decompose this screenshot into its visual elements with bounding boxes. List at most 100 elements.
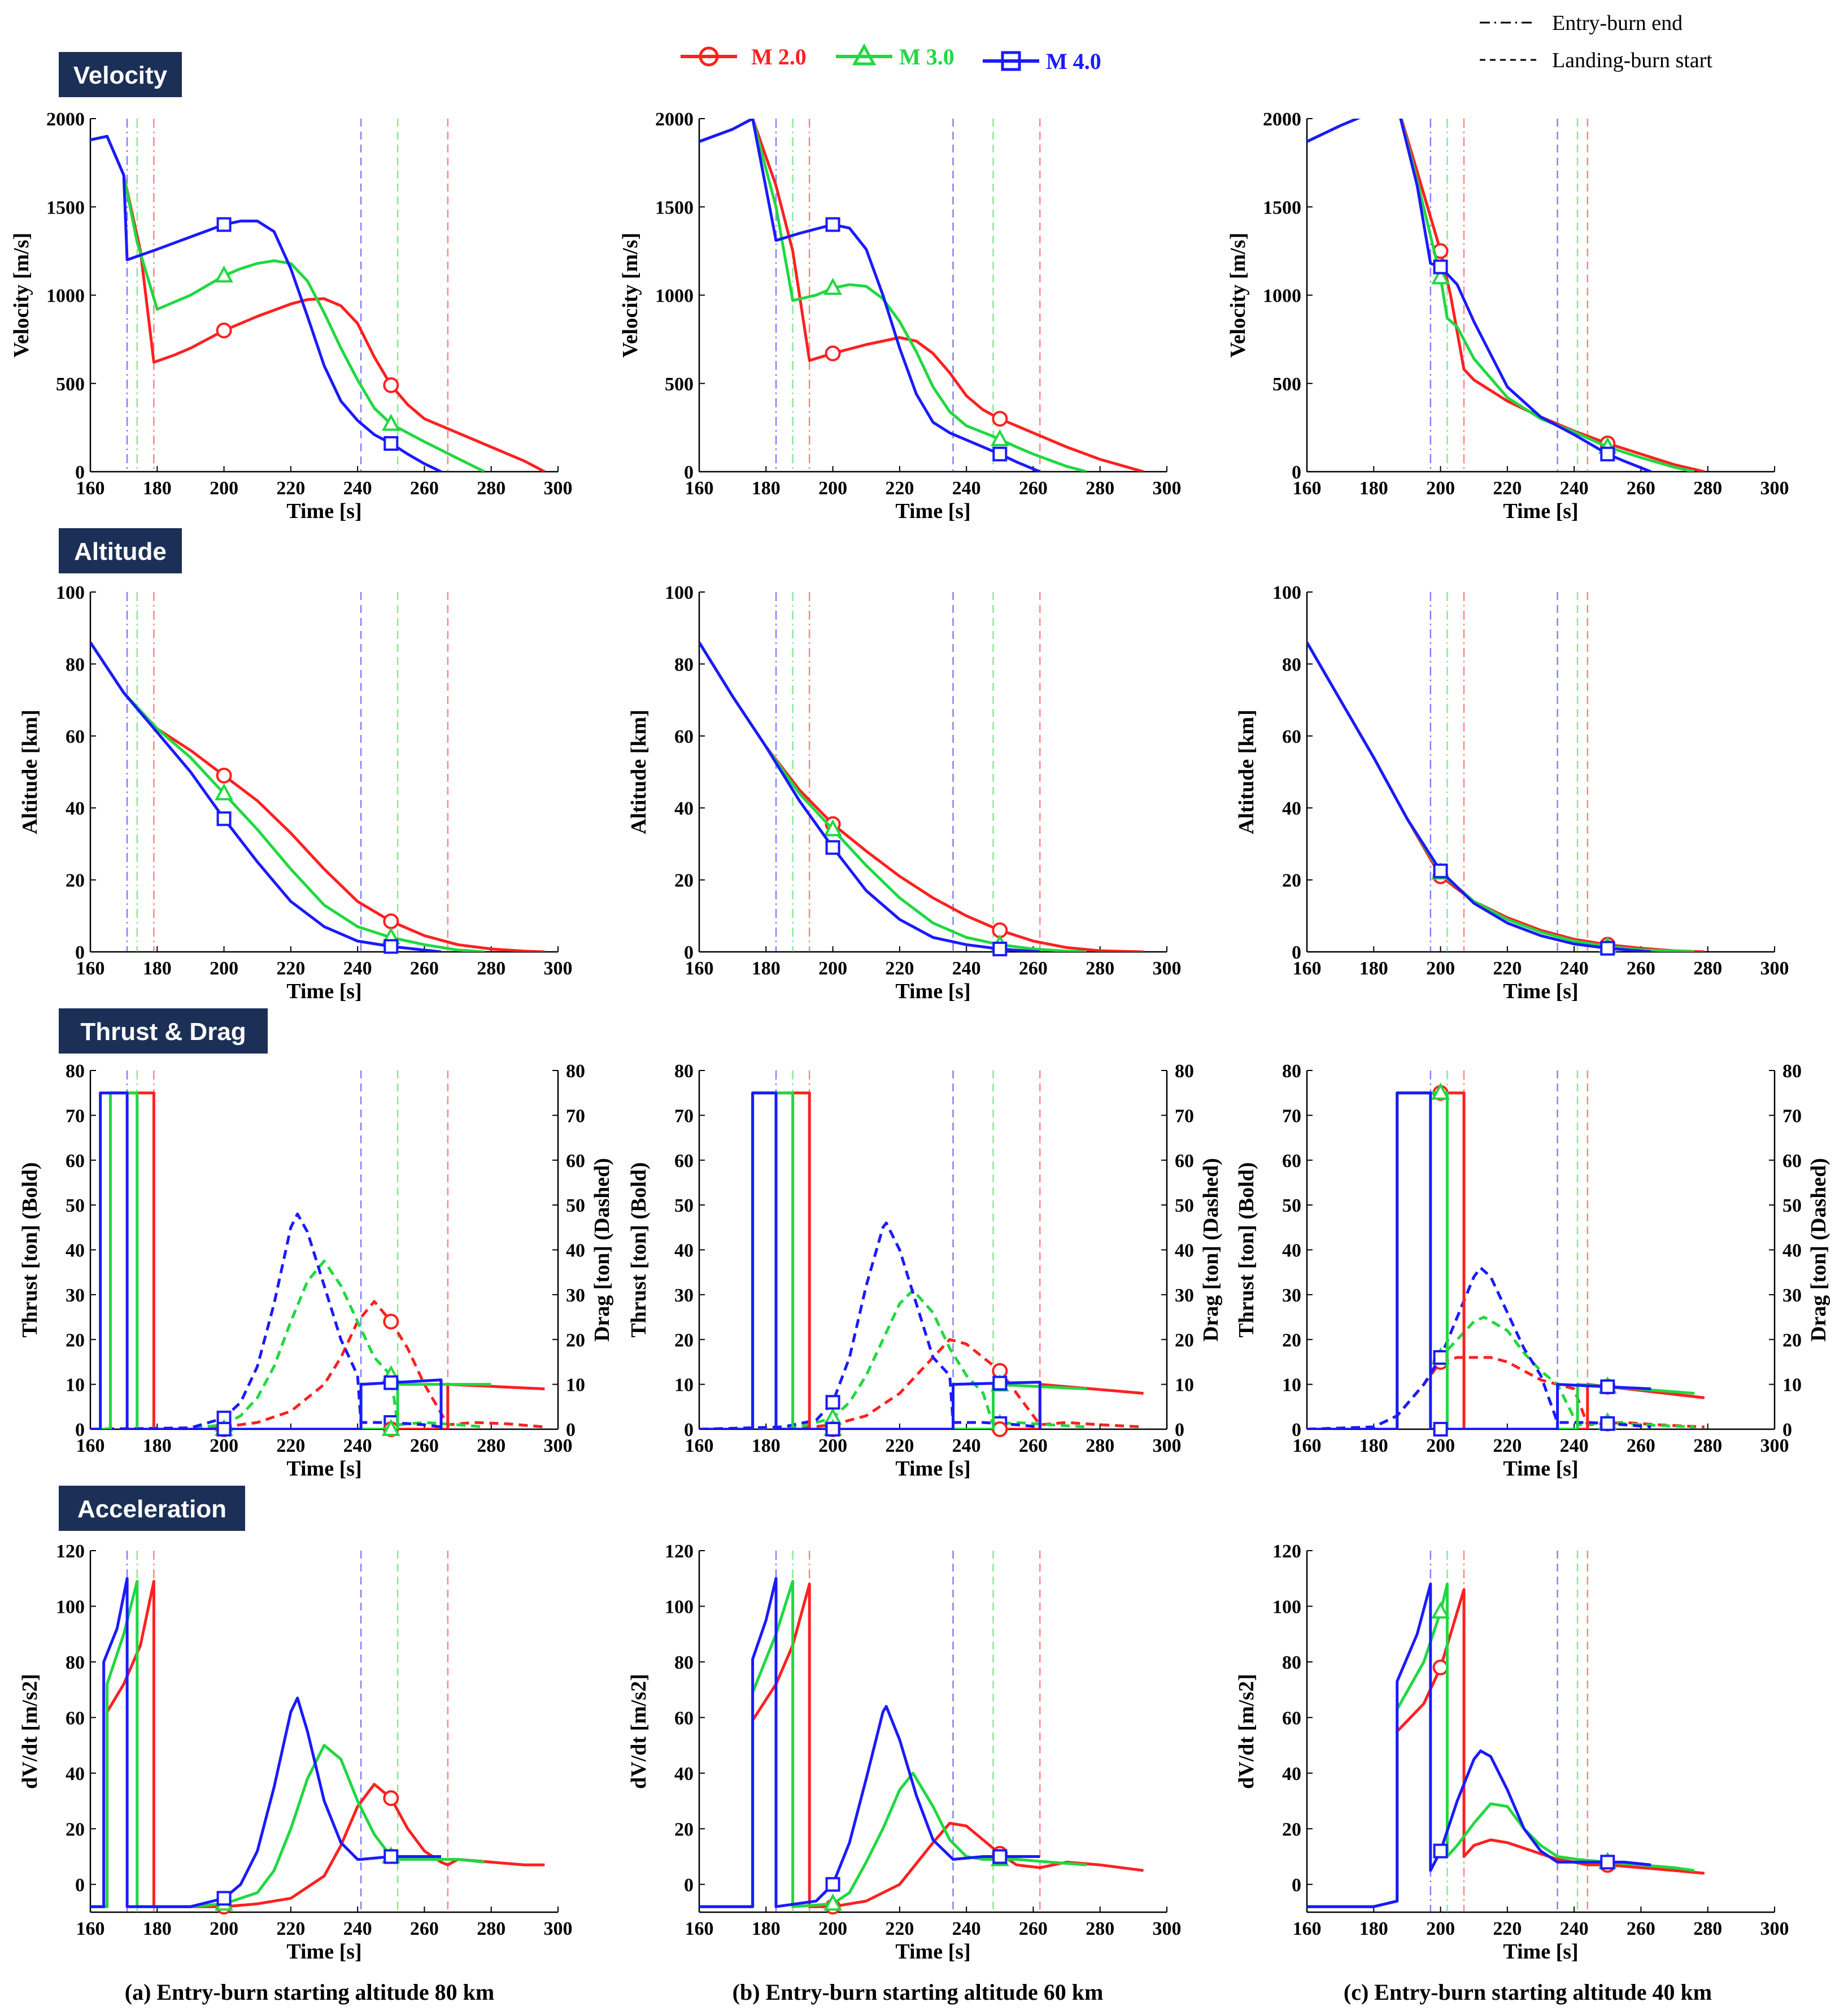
y-tick-label: 60 bbox=[674, 1708, 694, 1729]
y-tick-label: 20 bbox=[66, 1819, 85, 1840]
drag-line-m40 bbox=[90, 1212, 442, 1429]
x-tick-label: 180 bbox=[143, 1435, 172, 1456]
x-axis-label: Time [s] bbox=[286, 1940, 361, 1964]
y-tick-label: 70 bbox=[674, 1106, 694, 1126]
acceleration-line-m20 bbox=[90, 1579, 545, 1908]
x-tick-label: 240 bbox=[1560, 1918, 1589, 1939]
thrust-line-m40 bbox=[90, 1091, 443, 1429]
x-tick-label: 160 bbox=[76, 478, 105, 499]
acceleration-marker-square bbox=[216, 1891, 232, 1906]
y-tick-label-right: 50 bbox=[1175, 1195, 1194, 1216]
x-tick-label: 280 bbox=[477, 958, 505, 979]
y-tick-label: 1500 bbox=[1263, 197, 1301, 218]
x-tick-label: 200 bbox=[818, 958, 847, 979]
x-tick-label: 260 bbox=[410, 1918, 439, 1939]
velocity-line-m30 bbox=[90, 134, 486, 472]
x-tick-label: 260 bbox=[1019, 478, 1048, 499]
y-tick-label: 10 bbox=[674, 1375, 694, 1396]
panel-velocity-col3: 160 180 200 220 240 260 280 300 0 500 1000 1500 2000… bbox=[1226, 109, 1789, 523]
y-tick-label: 10 bbox=[66, 1375, 85, 1396]
drag-marker-square bbox=[825, 1395, 840, 1410]
x-tick-label: 300 bbox=[1760, 478, 1789, 499]
y-tick-label-right: 60 bbox=[566, 1151, 585, 1172]
y-axis-label: dV/dt [m/s2] bbox=[18, 1674, 42, 1789]
x-axis-label: Time [s] bbox=[1503, 499, 1578, 523]
y-tick-label: 500 bbox=[56, 374, 85, 395]
x-tick-label: 160 bbox=[76, 1435, 105, 1456]
x-tick-label: 220 bbox=[885, 1918, 914, 1939]
velocity-marker-circle bbox=[383, 377, 399, 393]
y-tick-label: 80 bbox=[1282, 1652, 1301, 1673]
x-tick-label: 160 bbox=[1293, 1918, 1322, 1939]
acceleration-line-m20 bbox=[1307, 1588, 1705, 1908]
y-tick-label: 0 bbox=[1292, 942, 1301, 963]
thrust-marker-circle bbox=[992, 1421, 1008, 1437]
legend-marker-triangle bbox=[852, 43, 877, 66]
velocity-marker-circle bbox=[825, 345, 841, 362]
panel-altitude-col2: 160 180 200 220 240 260 280 300 0 20 40 60 80 100 Time… bbox=[627, 582, 1182, 1003]
x-axis-label: Time [s] bbox=[1503, 980, 1578, 1003]
x-tick-label: 200 bbox=[818, 478, 847, 499]
acceleration-line-m40 bbox=[90, 1577, 441, 1908]
y-tick-label-right: 30 bbox=[1175, 1285, 1194, 1306]
velocity-marker-circle bbox=[992, 411, 1008, 427]
x-axis-label: Time [s] bbox=[895, 1457, 970, 1481]
x-axis-label: Time [s] bbox=[286, 980, 361, 1003]
x-tick-label: 240 bbox=[952, 1918, 981, 1939]
x-tick-label: 200 bbox=[210, 1918, 238, 1939]
y-tick-label: 30 bbox=[66, 1285, 85, 1306]
x-tick-label: 300 bbox=[1153, 1918, 1182, 1939]
y-tick-label: 50 bbox=[1282, 1195, 1301, 1216]
y-tick-label: 80 bbox=[674, 654, 694, 675]
y-tick-label: 40 bbox=[66, 1241, 85, 1261]
y-tick-label: 0 bbox=[1292, 462, 1301, 483]
x-axis-label: Time [s] bbox=[1503, 1457, 1578, 1481]
y-tick-label: 80 bbox=[66, 1652, 85, 1673]
x-tick-label: 220 bbox=[1493, 958, 1522, 979]
section-header-altitude: Altitude bbox=[59, 528, 182, 573]
y-tick-label: 100 bbox=[1272, 582, 1301, 603]
y-tick-label: 0 bbox=[1292, 1420, 1301, 1440]
velocity-marker-square bbox=[1433, 259, 1448, 275]
y-axis-label: Altitude [km] bbox=[627, 710, 651, 834]
velocity-marker-triangle bbox=[215, 265, 233, 283]
x-tick-label: 300 bbox=[544, 1435, 573, 1456]
altitude-marker-triangle bbox=[215, 783, 233, 800]
y-tick-label: 0 bbox=[684, 1875, 694, 1896]
y-tick-label: 500 bbox=[665, 374, 694, 395]
x-tick-label: 280 bbox=[1693, 478, 1722, 499]
y-tick-label: 0 bbox=[75, 942, 85, 963]
plots: 160 180 200 220 240 260 280 3000500100015002000… bbox=[10, 109, 1830, 1964]
y-tick-label: 0 bbox=[75, 1875, 85, 1896]
y-tick-label-right: 0 bbox=[566, 1420, 576, 1440]
y-axis-label: Velocity [m/s] bbox=[1226, 233, 1250, 358]
x-tick-label: 200 bbox=[210, 958, 238, 979]
y-tick-label: 100 bbox=[56, 582, 85, 603]
x-tick-label: 160 bbox=[685, 1435, 714, 1456]
y-tick-label: 20 bbox=[674, 871, 694, 891]
x-tick-label: 280 bbox=[477, 1435, 505, 1456]
x-tick-label: 260 bbox=[1019, 958, 1048, 979]
y-tick-label: 2000 bbox=[655, 109, 694, 130]
section-label-altitude: Altitude bbox=[74, 538, 167, 565]
y-tick-label: 100 bbox=[665, 1596, 694, 1617]
y-tick-label-right: 80 bbox=[1782, 1061, 1802, 1082]
y-tick-label: 70 bbox=[1282, 1106, 1301, 1126]
y-tick-label: 100 bbox=[56, 1596, 85, 1617]
velocity-marker-square bbox=[1600, 446, 1615, 462]
y-tick-label-right: 40 bbox=[1175, 1241, 1194, 1261]
y-tick-label: 500 bbox=[1272, 374, 1301, 395]
x-tick-label: 220 bbox=[276, 478, 305, 499]
x-tick-label: 220 bbox=[276, 1918, 305, 1939]
y-tick-label: 30 bbox=[1282, 1285, 1301, 1306]
y-tick-label-right: 70 bbox=[566, 1106, 585, 1126]
y-tick-label: 20 bbox=[674, 1330, 694, 1351]
y-tick-label-right: 80 bbox=[1175, 1061, 1194, 1082]
velocity-marker-square bbox=[992, 446, 1008, 462]
acceleration-line-m30 bbox=[1307, 1582, 1695, 1908]
legend-entry-burn-end: Entry-burn end bbox=[1552, 11, 1683, 35]
x-tick-label: 260 bbox=[1627, 478, 1655, 499]
acceleration-marker-square bbox=[383, 1849, 399, 1864]
x-tick-label: 200 bbox=[1426, 1435, 1455, 1456]
y-tick-label-right: 10 bbox=[1782, 1375, 1802, 1396]
